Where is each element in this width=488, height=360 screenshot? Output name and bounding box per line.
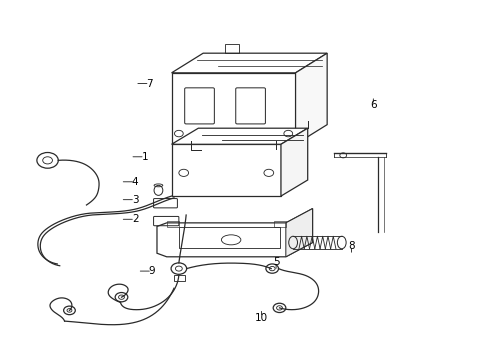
- Text: 2: 2: [132, 214, 138, 224]
- Bar: [179, 227, 279, 248]
- Polygon shape: [171, 53, 326, 73]
- Text: 6: 6: [369, 100, 376, 110]
- Bar: [174, 275, 184, 281]
- Text: 7: 7: [146, 78, 153, 89]
- Text: 5: 5: [272, 257, 279, 267]
- Polygon shape: [171, 128, 307, 144]
- Polygon shape: [171, 144, 281, 196]
- Polygon shape: [295, 53, 326, 144]
- Bar: [166, 221, 178, 227]
- Text: 9: 9: [148, 266, 155, 276]
- Polygon shape: [281, 128, 307, 196]
- Polygon shape: [285, 208, 312, 257]
- Text: 8: 8: [347, 241, 354, 251]
- Text: 4: 4: [132, 177, 138, 187]
- Text: 1: 1: [141, 152, 148, 162]
- Text: 10: 10: [254, 312, 267, 323]
- Text: 3: 3: [132, 195, 138, 204]
- Polygon shape: [157, 208, 312, 257]
- Bar: [273, 221, 285, 227]
